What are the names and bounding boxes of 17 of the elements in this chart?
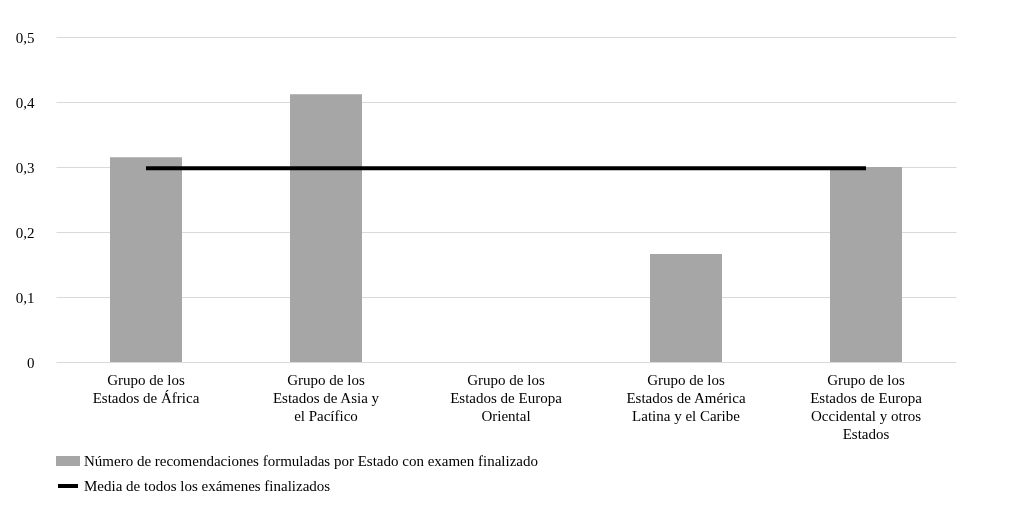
x-tick-label: Grupo de los Estados de Europa Oriental bbox=[450, 371, 563, 424]
y-tick-label: 0,4 bbox=[15, 94, 35, 111]
x-tick-label: Grupo de los Estados de América Latina y el Caribe bbox=[626, 371, 746, 424]
x-tick-label: Grupo de los Estados de Europa Occidental y otros Estados bbox=[810, 371, 923, 442]
x-tick-label: Grupo de los Estados de África bbox=[92, 371, 200, 406]
y-tick-label: 0,1 bbox=[15, 289, 35, 306]
bar bbox=[290, 94, 362, 362]
bar bbox=[830, 167, 902, 362]
x-tick-label: Grupo de los Estados de Asia y el Pacífico bbox=[272, 371, 380, 424]
y-tick-label: 0,5 bbox=[15, 29, 35, 46]
legend-label: Número de recomendaciones formuladas por Estado con examen finalizado bbox=[84, 453, 538, 469]
y-tick-label: 0,3 bbox=[15, 159, 35, 176]
y-tick-label: 0,2 bbox=[15, 224, 35, 241]
y-tick-label: 0 bbox=[27, 354, 35, 371]
legend-label: Media de todos los exámenes finalizados bbox=[84, 478, 331, 494]
bar bbox=[650, 254, 722, 362]
bar bbox=[110, 157, 182, 362]
